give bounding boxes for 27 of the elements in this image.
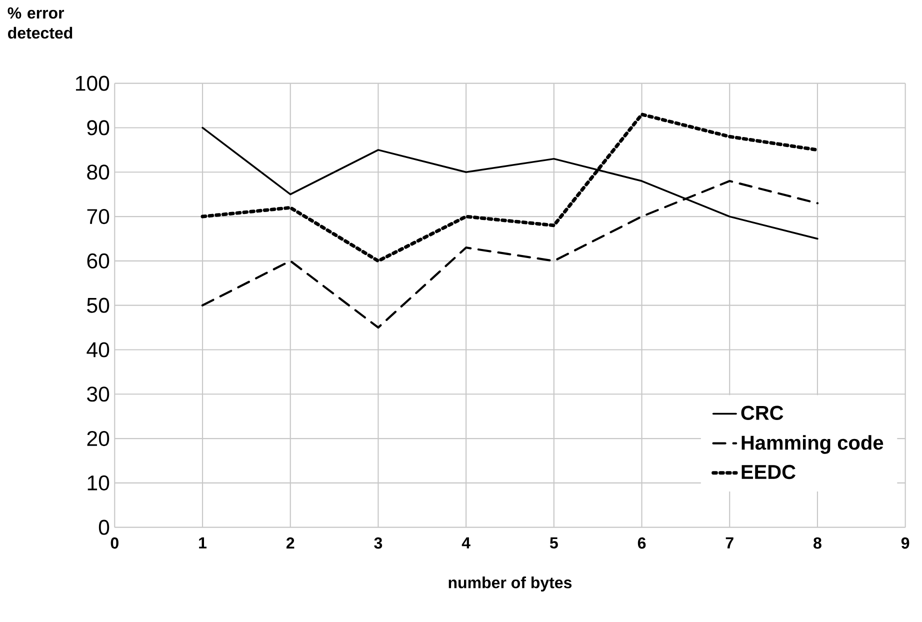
y-tick-label: 90 bbox=[87, 120, 110, 136]
x-tick-label: 9 bbox=[901, 537, 910, 549]
y-tick-label: 30 bbox=[87, 386, 110, 402]
x-axis-title: number of bytes bbox=[448, 576, 572, 592]
y-tick-label: 70 bbox=[87, 208, 110, 224]
y-tick-label: 40 bbox=[86, 342, 110, 358]
y-tick-label: 60 bbox=[87, 253, 110, 268]
x-tick-label: 1 bbox=[199, 537, 207, 548]
y-tick-label: 100 bbox=[76, 76, 110, 91]
line-series bbox=[200, 112, 820, 263]
y-axis-title: % error detected bbox=[8, 7, 72, 39]
y-tick-label: 20 bbox=[87, 430, 110, 446]
legend-label: Hamming code bbox=[742, 435, 884, 454]
legend-label: EEDC bbox=[742, 464, 796, 480]
x-tick-label: 5 bbox=[550, 537, 558, 549]
y-tick-label: 80 bbox=[87, 164, 110, 180]
y-tick-label: 0 bbox=[98, 520, 110, 535]
y-tick-label: 10 bbox=[88, 475, 110, 490]
y-tick-label: 50 bbox=[87, 298, 110, 313]
x-tick-label: 0 bbox=[110, 537, 118, 549]
x-tick-label: 6 bbox=[638, 537, 646, 549]
legend-label: CRC bbox=[741, 406, 784, 420]
x-tick-label: 4 bbox=[462, 537, 470, 548]
x-tick-label: 3 bbox=[374, 537, 382, 549]
x-tick-label: 2 bbox=[286, 537, 294, 549]
x-tick-label: 7 bbox=[726, 537, 734, 548]
x-tick-label: 8 bbox=[814, 537, 822, 549]
